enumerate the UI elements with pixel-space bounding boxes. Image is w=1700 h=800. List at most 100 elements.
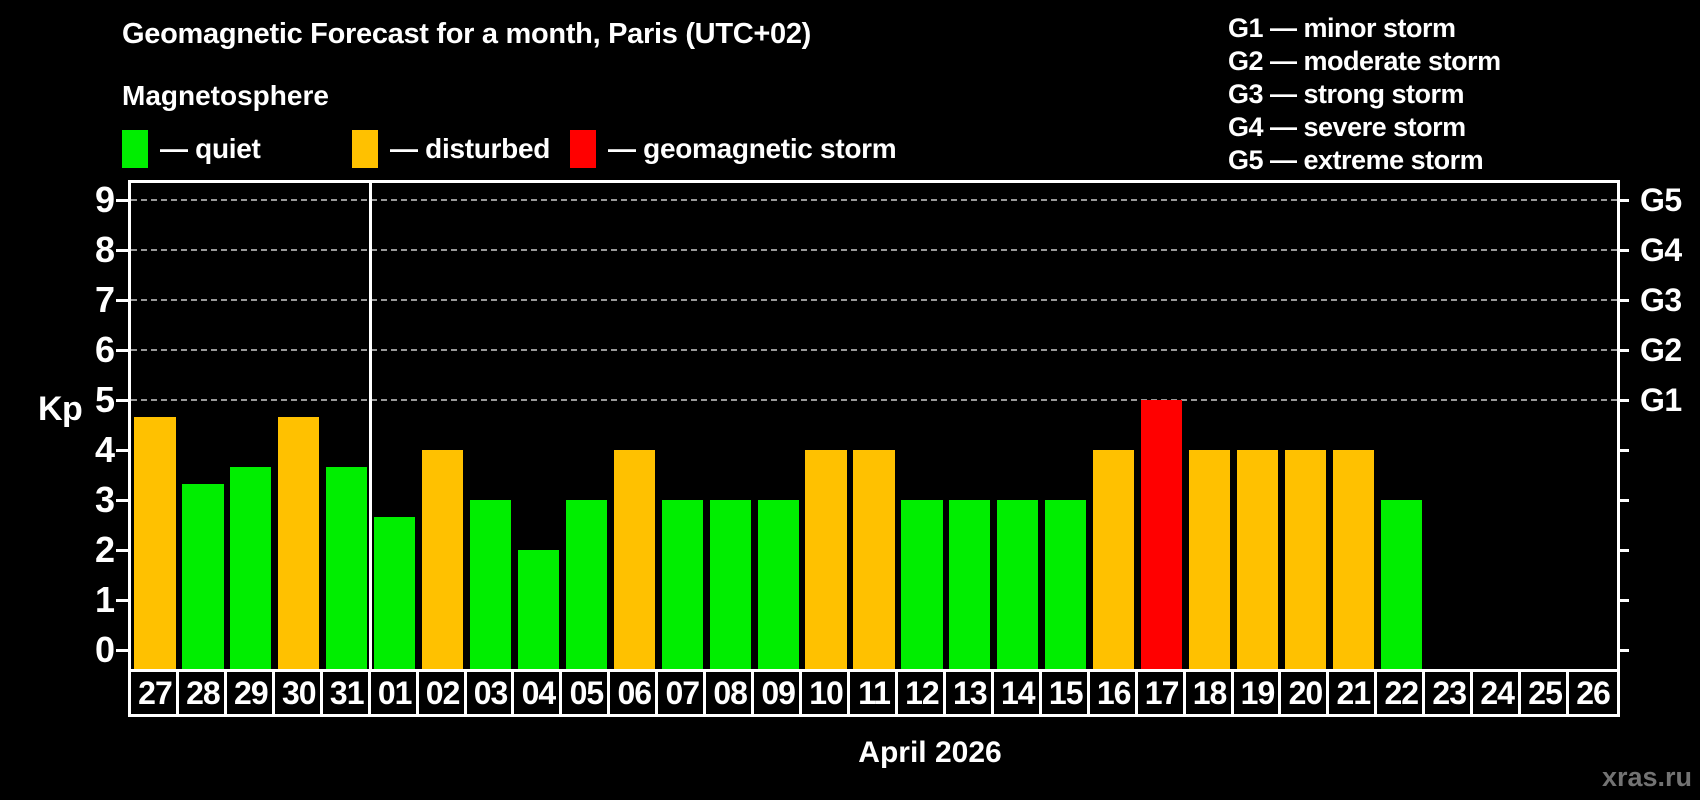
bar-day-02 xyxy=(421,450,464,669)
day-box-24: 24 xyxy=(1470,669,1525,717)
y-axis-tick-label-3: 3 xyxy=(94,479,115,520)
gridline-kp6 xyxy=(131,349,1617,351)
bar-day-11 xyxy=(853,450,895,669)
legend-item-storm: — geomagnetic storm xyxy=(570,130,897,170)
right-axis-label-G1: G1 xyxy=(1640,382,1682,418)
bar-day-06 xyxy=(613,450,655,669)
day-box-08: 08 xyxy=(703,669,758,717)
legend-label-storm: — geomagnetic storm xyxy=(608,133,897,164)
day-box-20: 20 xyxy=(1278,669,1333,717)
bar-day-30 xyxy=(278,416,320,669)
day-box-18: 18 xyxy=(1182,669,1237,717)
day-box-03: 03 xyxy=(463,669,518,717)
y-axis-tick-right-6 xyxy=(1617,349,1629,352)
bar-day-18 xyxy=(1188,450,1231,669)
y-axis-tick-label-0: 0 xyxy=(94,629,115,670)
storm-swatch xyxy=(570,130,596,168)
g-legend-line-4: G4 — severe storm xyxy=(1228,112,1466,142)
day-box-11: 11 xyxy=(847,669,901,717)
bar-day-05 xyxy=(565,500,607,669)
day-box-23: 23 xyxy=(1422,669,1477,717)
g-legend-line-2: G2 — moderate storm xyxy=(1228,46,1501,76)
bar-day-20 xyxy=(1284,450,1327,669)
y-axis-tick-left-6 xyxy=(116,349,128,352)
bar-day-17 xyxy=(1141,400,1183,669)
bar-day-03 xyxy=(469,500,512,669)
day-box-07: 07 xyxy=(655,669,710,717)
y-axis-tick-label-8: 8 xyxy=(94,229,115,270)
bar-day-13 xyxy=(949,500,991,669)
day-box-01: 01 xyxy=(367,669,422,717)
y-axis-tick-left-2 xyxy=(116,549,128,552)
g-legend-line-5: G5 — extreme storm xyxy=(1228,145,1484,175)
g-scale-legend: G1 — minor storm G2 — moderate storm G3 — … xyxy=(1228,12,1501,177)
gridline-kp9 xyxy=(131,199,1617,201)
month-separator-line xyxy=(369,183,373,669)
y-axis-tick-left-4 xyxy=(116,449,128,452)
day-box-10: 10 xyxy=(799,669,854,717)
right-axis-label-G3: G3 xyxy=(1640,282,1682,318)
y-axis-tick-right-4 xyxy=(1617,449,1629,452)
bar-day-12 xyxy=(901,500,943,669)
day-box-15: 15 xyxy=(1038,669,1093,717)
legend-label-quiet: — quiet xyxy=(160,133,261,164)
y-axis-tick-left-8 xyxy=(116,249,128,252)
y-axis-tick-label-5: 5 xyxy=(94,379,115,420)
right-axis-label-G5: G5 xyxy=(1640,182,1682,218)
y-axis-tick-right-1 xyxy=(1617,599,1629,602)
page-title: Geomagnetic Forecast for a month, Paris … xyxy=(122,18,812,50)
g-legend-line-3: G3 — strong storm xyxy=(1228,79,1465,109)
bar-day-28 xyxy=(182,483,224,669)
y-axis-tick-right-0 xyxy=(1617,649,1629,652)
y-axis-tick-right-9 xyxy=(1617,199,1629,202)
day-box-26: 26 xyxy=(1566,669,1620,717)
day-box-09: 09 xyxy=(751,669,806,717)
y-axis-tick-right-2 xyxy=(1617,549,1629,552)
day-box-29: 29 xyxy=(223,669,278,717)
y-axis-tick-label-4: 4 xyxy=(94,429,115,470)
y-axis-tick-left-7 xyxy=(116,299,128,302)
legend-item-disturbed: — disturbed xyxy=(352,130,550,170)
day-box-19: 19 xyxy=(1230,669,1285,717)
disturbed-swatch xyxy=(352,130,378,168)
day-box-13: 13 xyxy=(942,669,997,717)
bar-day-09 xyxy=(757,500,799,669)
y-axis-tick-left-9 xyxy=(116,199,128,202)
y-axis-title: Kp xyxy=(38,390,83,428)
day-box-06: 06 xyxy=(607,669,662,717)
y-axis-tick-right-5 xyxy=(1617,399,1629,402)
bar-day-16 xyxy=(1093,450,1135,669)
day-box-04: 04 xyxy=(511,669,566,717)
bar-day-04 xyxy=(517,550,560,669)
y-axis-tick-left-5 xyxy=(116,399,128,402)
right-axis-label-G2: G2 xyxy=(1640,332,1682,368)
y-axis-tick-label-9: 9 xyxy=(94,179,115,220)
g-legend-line-1: G1 — minor storm xyxy=(1228,13,1456,43)
quiet-swatch xyxy=(122,130,148,168)
x-axis-month-label: April 2026 xyxy=(858,736,1002,769)
y-axis-tick-right-8 xyxy=(1617,249,1629,252)
y-axis-tick-label-1: 1 xyxy=(94,579,115,620)
gridline-kp8 xyxy=(131,249,1617,251)
y-axis-tick-label-6: 6 xyxy=(94,329,115,370)
day-box-02: 02 xyxy=(415,669,470,717)
day-box-31: 31 xyxy=(319,669,374,717)
day-box-28: 28 xyxy=(175,669,230,717)
day-box-27: 27 xyxy=(128,669,182,717)
bar-day-31 xyxy=(326,466,368,669)
y-axis-tick-right-7 xyxy=(1617,299,1629,302)
day-box-25: 25 xyxy=(1518,669,1573,717)
gridline-kp7 xyxy=(131,299,1617,301)
bar-day-15 xyxy=(1045,500,1087,669)
bar-day-21 xyxy=(1332,450,1374,669)
gridline-kp5 xyxy=(131,399,1617,401)
bar-day-08 xyxy=(709,500,751,669)
y-axis-tick-label-7: 7 xyxy=(94,279,115,320)
bar-day-10 xyxy=(805,450,847,669)
day-box-12: 12 xyxy=(894,669,949,717)
day-box-14: 14 xyxy=(990,669,1045,717)
day-box-05: 05 xyxy=(559,669,614,717)
bar-day-14 xyxy=(997,500,1039,669)
bar-day-01 xyxy=(374,516,416,669)
